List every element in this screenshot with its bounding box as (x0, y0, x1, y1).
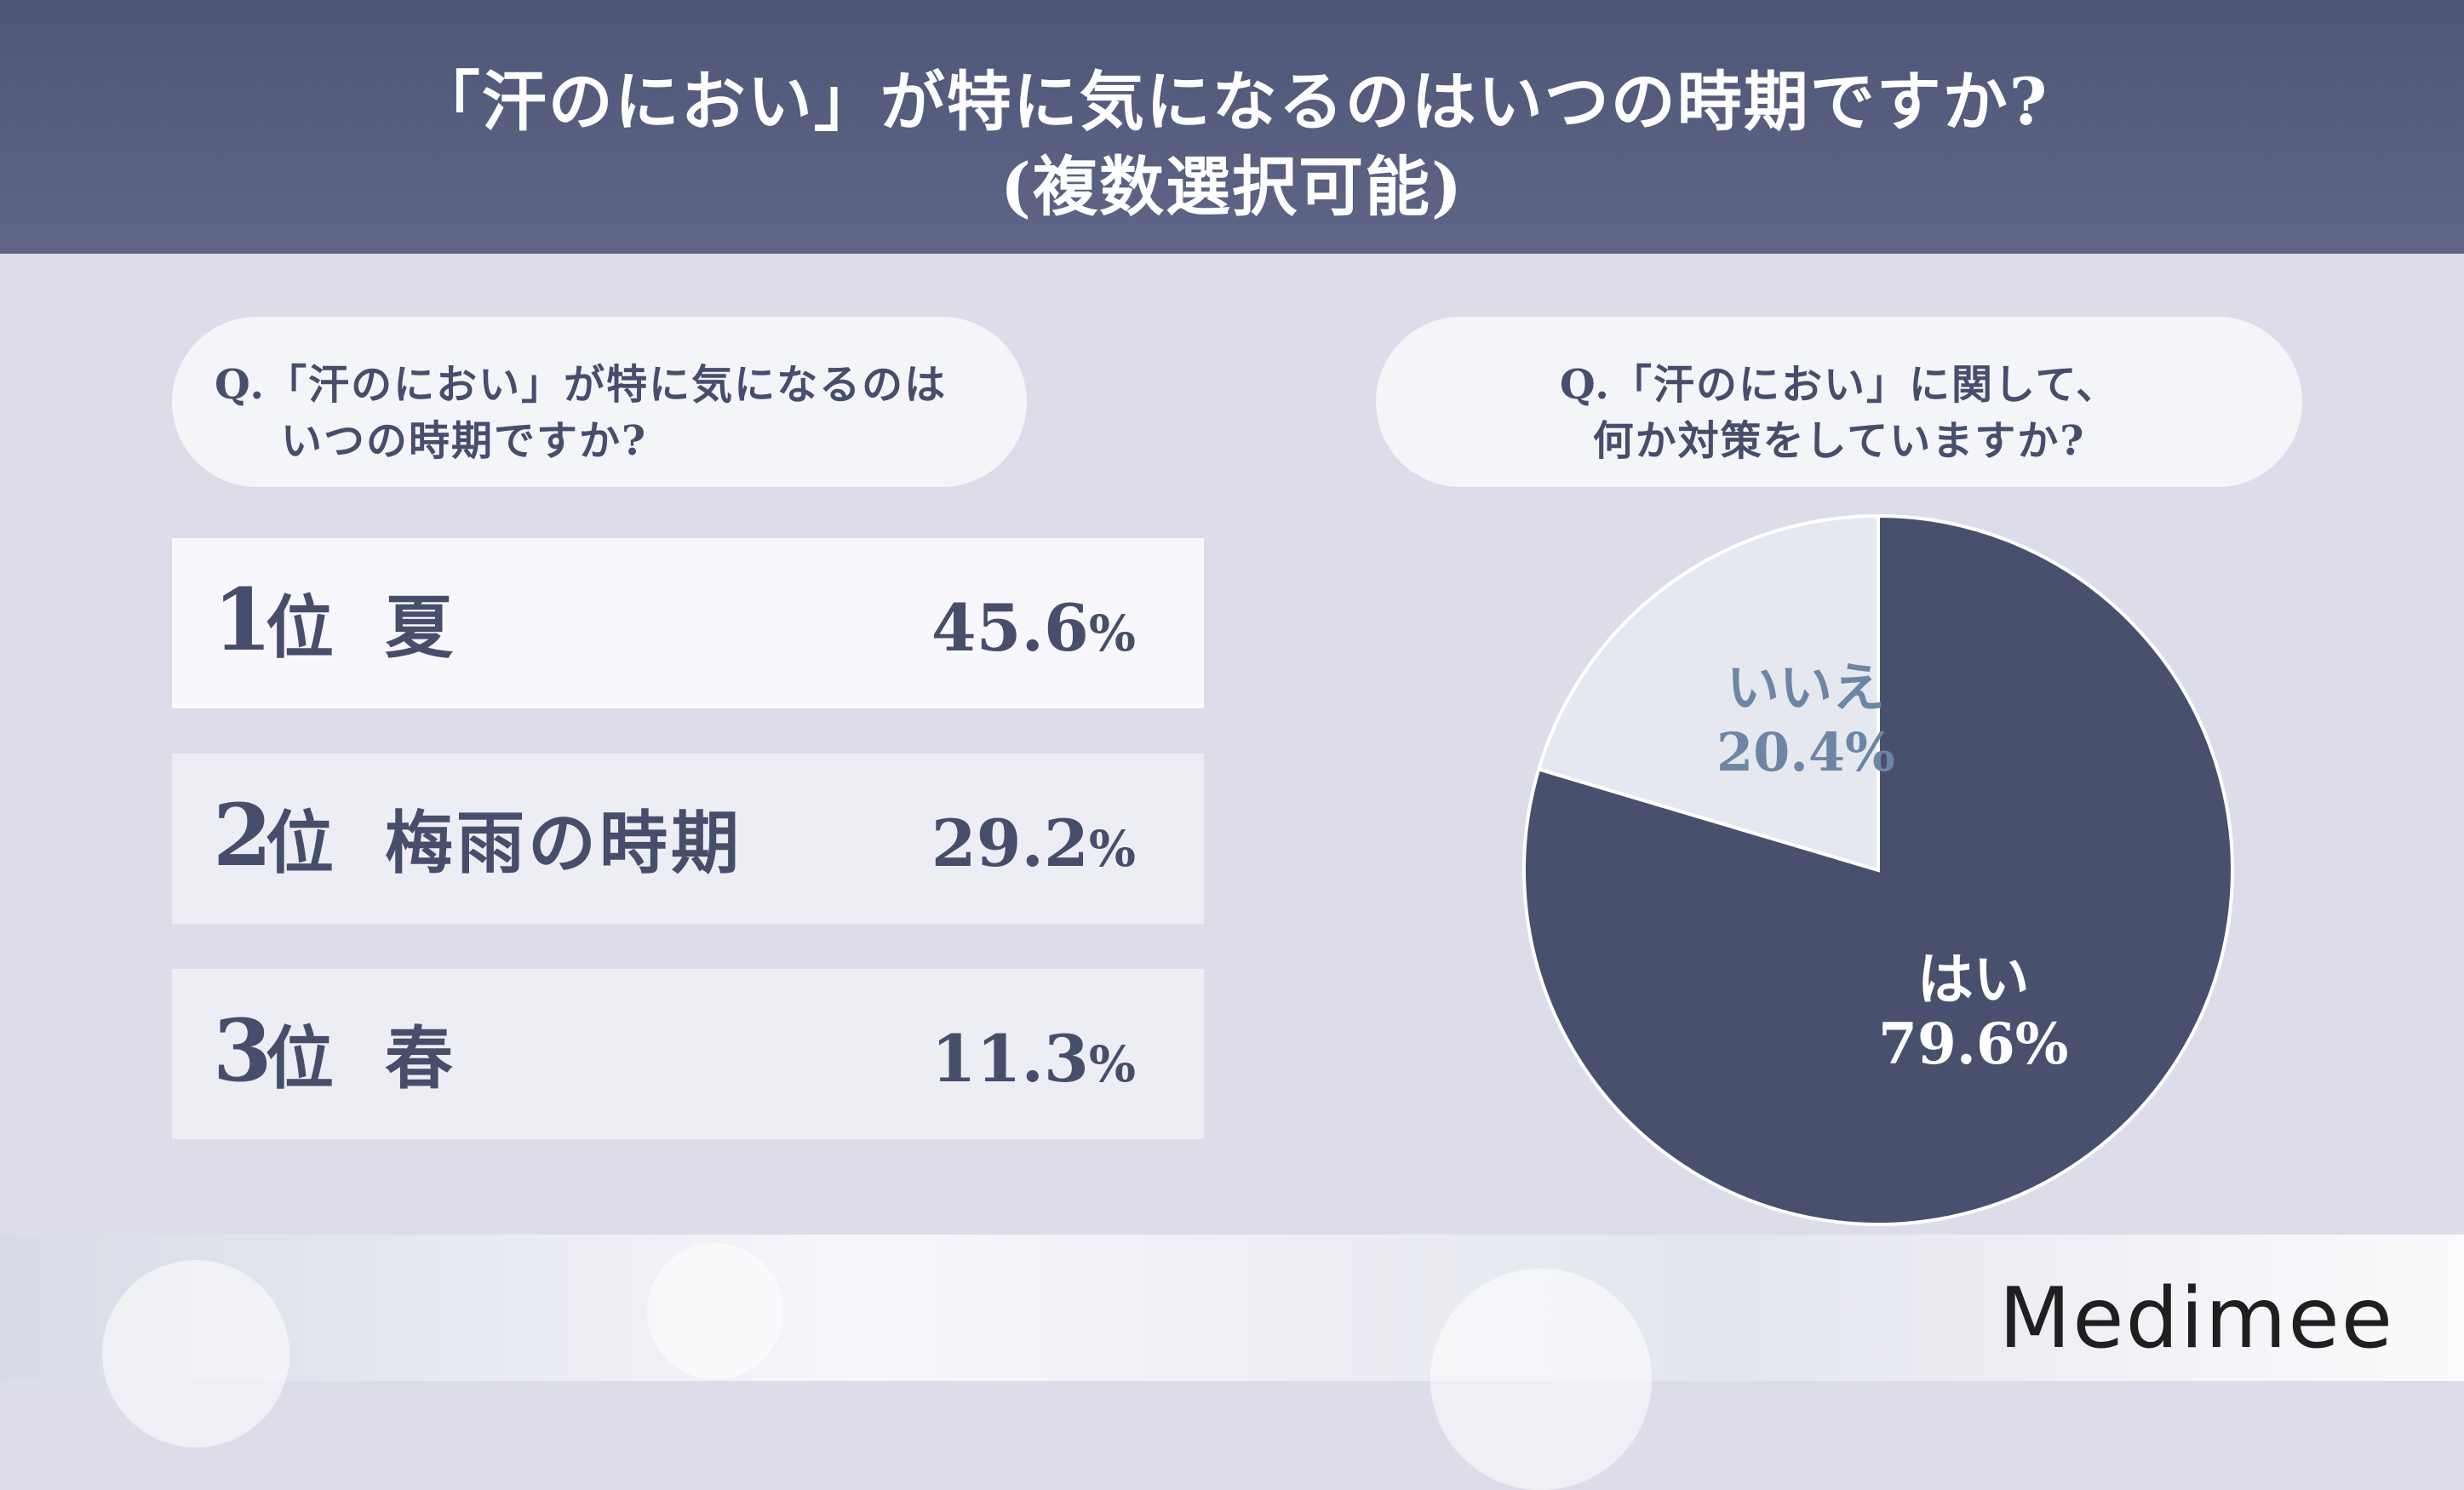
ranking-row-2: 2 位 梅雨の時期 29.2% (172, 754, 1204, 924)
rank-percent: 11.3% (931, 1025, 1136, 1098)
rank-unit: % (1088, 820, 1136, 878)
rank-value: 45.6 (931, 590, 1089, 666)
right-question-line2: 何か対策をしていますか? (1592, 417, 2086, 465)
pie-slice-yes (1522, 513, 2234, 1226)
medimee-logo: Medimee (1998, 1270, 2394, 1367)
page-title-line1: 「汗のにおい」が特に気になるのはいつの時期ですか? (415, 64, 2049, 140)
pie-label-no-name: いいえ (1726, 656, 1885, 719)
pie-chart-svg (1522, 513, 2234, 1226)
rank-label: 梅雨の時期 (385, 803, 742, 883)
pie-label-yes-value: 79.6% (1878, 1011, 2069, 1077)
pie-label-no-value: 20.4% (1716, 721, 1895, 783)
rank-number: 2 (213, 785, 272, 885)
rank-suffix: 位 (266, 1018, 334, 1098)
pie-chart: いいえ 20.4% はい 79.6% (1521, 513, 2236, 1228)
pie-label-yes-name: はい (1917, 946, 2030, 1012)
rank-number: 1 (213, 570, 272, 670)
rank-unit: % (1088, 1035, 1136, 1093)
rank-label: 春 (385, 1018, 456, 1098)
rank-percent: 45.6% (931, 594, 1136, 668)
rank-suffix: 位 (266, 587, 334, 668)
rank-percent: 29.2% (931, 810, 1136, 883)
pie-label-yes: はい 79.6% (1878, 947, 2068, 1076)
ranking-row-1: 1 位 夏 45.6% (172, 538, 1204, 708)
right-question-line1: Q.「汗のにおい」に関して、 (1559, 361, 2119, 409)
left-question-line2: いつの時期ですか? (281, 417, 648, 465)
ranking-row-3: 3 位 春 11.3% (172, 969, 1204, 1139)
header-banner: 「汗のにおい」が特に気になるのはいつの時期ですか? (複数選択可能) (0, 0, 2464, 254)
page-title-line2: (複数選択可能) (1000, 149, 1464, 225)
bokeh-decoration (647, 1243, 783, 1379)
rank-value: 11.3 (931, 1021, 1089, 1097)
rank-unit: % (1088, 605, 1136, 662)
bottom-decorative-band (0, 1235, 2464, 1490)
pie-label-no: いいえ 20.4% (1716, 656, 1895, 785)
rank-value: 29.2 (931, 805, 1089, 881)
rank-number: 3 (213, 1000, 272, 1101)
right-question-bubble: Q.「汗のにおい」に関して、 何か対策をしていますか? (1376, 317, 2302, 487)
rank-suffix: 位 (266, 803, 334, 883)
bokeh-decoration (102, 1260, 289, 1447)
bokeh-decoration (1430, 1269, 1652, 1490)
pie-slice-no (1536, 513, 1880, 873)
rank-label: 夏 (385, 587, 456, 668)
left-question-bubble: Q.「汗のにおい」が特に気になるのは いつの時期ですか? (172, 317, 1027, 487)
left-question-line1: Q.「汗のにおい」が特に気になるのは (215, 361, 948, 409)
